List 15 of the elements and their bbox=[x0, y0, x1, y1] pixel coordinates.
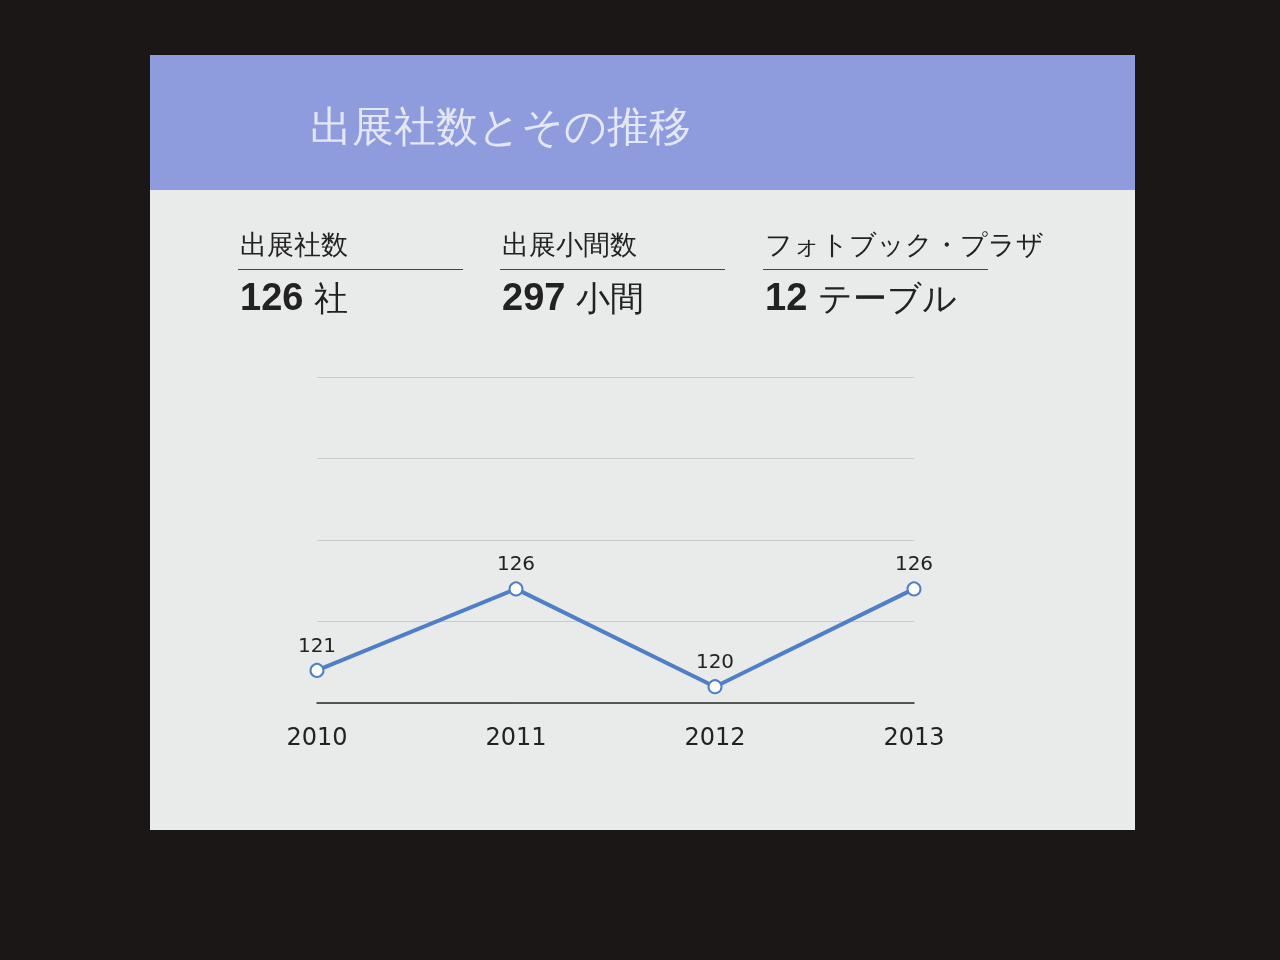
text: 126 社 bbox=[239, 275, 350, 320]
text: 出展小間数 bbox=[500, 227, 725, 270]
data-label: 126 bbox=[894, 551, 934, 576]
text: 出展社数 bbox=[238, 227, 463, 270]
x-tick-label: 2011 bbox=[485, 723, 547, 751]
x-tick-label: 2010 bbox=[286, 723, 348, 751]
data-label: 120 bbox=[695, 649, 735, 674]
text: 297 小間 bbox=[501, 275, 646, 320]
x-tick-label: 2012 bbox=[684, 723, 746, 751]
x-tick-label: 2013 bbox=[883, 723, 945, 751]
text: 出展社数とその推移 bbox=[310, 101, 691, 153]
data-label: 121 bbox=[297, 632, 337, 657]
data-label: 126 bbox=[496, 551, 536, 576]
text: 12 テーブル bbox=[764, 275, 959, 320]
text: フォトブック・プラザ bbox=[764, 228, 1044, 262]
